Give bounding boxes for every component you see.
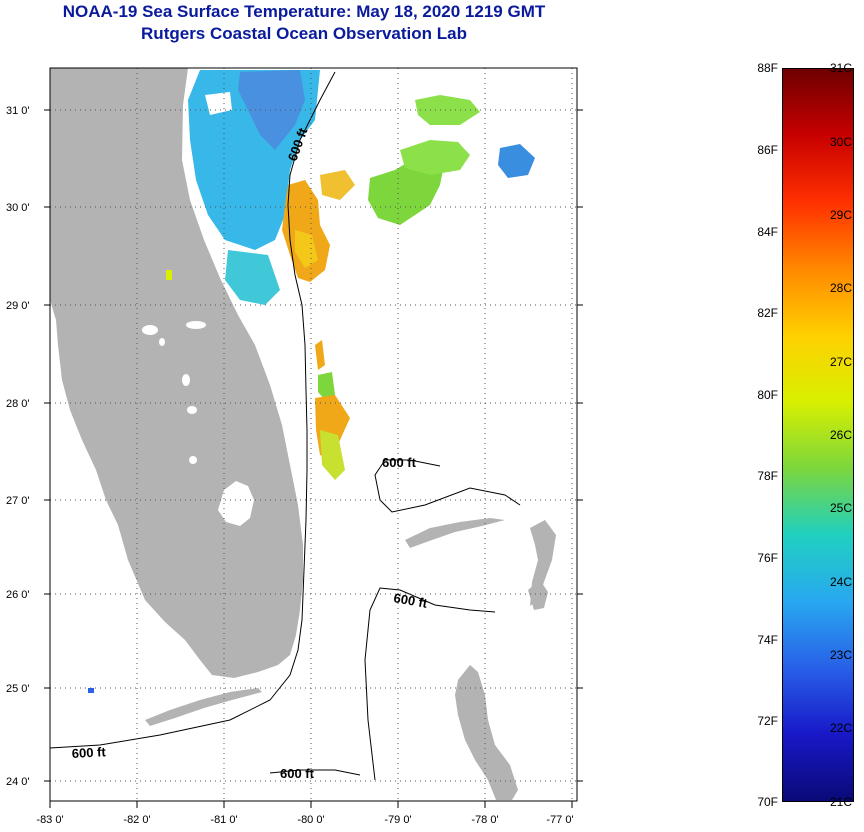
colorbar-f-label: 84F bbox=[757, 225, 778, 239]
lake-okeechobee bbox=[218, 481, 254, 526]
axis-ticks bbox=[44, 109, 583, 808]
lat-label: 30 0' bbox=[6, 202, 30, 214]
colorbar-c-label: 25C bbox=[830, 501, 853, 515]
colorbar-f-label: 70F bbox=[757, 795, 778, 809]
colorbar-c-label: 21C bbox=[830, 795, 853, 809]
colorbar-f-label: 78F bbox=[757, 469, 778, 483]
lat-label: 26 0' bbox=[6, 589, 30, 601]
colorbar-c-label: 27C bbox=[830, 355, 853, 369]
contour-label: 600 ft bbox=[382, 455, 417, 470]
colorbar-f-label: 88F bbox=[757, 61, 778, 75]
colorbar-c-label: 28C bbox=[830, 281, 853, 295]
grand-bahama bbox=[405, 518, 505, 548]
contour-label: 600 ft bbox=[280, 766, 315, 781]
isobath-600ft bbox=[49, 71, 521, 781]
lat-label: 31 0' bbox=[6, 105, 30, 117]
colorbar-f-label: 76F bbox=[757, 551, 778, 565]
florida-keys bbox=[145, 688, 262, 726]
inland-lakes bbox=[142, 321, 206, 464]
colorbar-c-label: 30C bbox=[830, 135, 853, 149]
sst-cloud-free-data bbox=[88, 70, 535, 693]
contour-label: 600 ft bbox=[392, 590, 429, 611]
lat-label: 29 0' bbox=[6, 300, 30, 312]
lon-label: -78 0' bbox=[471, 814, 498, 826]
lon-label: -82 0' bbox=[123, 814, 150, 826]
temperature-colorbar bbox=[782, 68, 854, 802]
contour-label: 600 ft bbox=[71, 744, 106, 761]
colorbar-c-label: 31C bbox=[830, 61, 853, 75]
graticule bbox=[50, 68, 577, 801]
lat-label: 25 0' bbox=[6, 683, 30, 695]
colorbar-f-label: 72F bbox=[757, 714, 778, 728]
lon-label: -77 0' bbox=[546, 814, 573, 826]
colorbar-c-label: 29C bbox=[830, 208, 853, 222]
lat-label: 28 0' bbox=[6, 398, 30, 410]
colorbar-f-label: 82F bbox=[757, 306, 778, 320]
colorbar-c-label: 24C bbox=[830, 575, 853, 589]
colorbar-c-label: 26C bbox=[830, 428, 853, 442]
colorbar-c-label: 22C bbox=[830, 721, 853, 735]
colorbar-gradient bbox=[782, 68, 854, 802]
map-frame bbox=[49, 67, 578, 802]
lon-label: -80 0' bbox=[297, 814, 324, 826]
lon-label: -81 0' bbox=[210, 814, 237, 826]
berry-islands bbox=[528, 580, 548, 610]
colorbar-c-label: 23C bbox=[830, 648, 853, 662]
andros-island bbox=[455, 665, 518, 800]
colorbar-f-label: 80F bbox=[757, 388, 778, 402]
lon-label: -83 0' bbox=[36, 814, 63, 826]
lat-label: 24 0' bbox=[6, 776, 30, 788]
lat-label: 27 0' bbox=[6, 495, 30, 507]
colorbar-f-label: 86F bbox=[757, 143, 778, 157]
colorbar-f-label: 74F bbox=[757, 633, 778, 647]
map-title: NOAA-19 Sea Surface Temperature: May 18,… bbox=[62, 2, 546, 21]
lon-label: -79 0' bbox=[384, 814, 411, 826]
map-subtitle: Rutgers Coastal Ocean Observation Lab bbox=[141, 24, 467, 43]
